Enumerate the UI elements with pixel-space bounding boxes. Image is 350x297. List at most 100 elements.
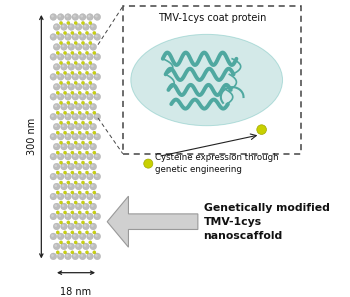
Circle shape xyxy=(68,44,75,50)
Circle shape xyxy=(57,233,64,240)
Circle shape xyxy=(62,184,64,187)
Circle shape xyxy=(94,173,101,180)
Circle shape xyxy=(91,45,94,48)
Circle shape xyxy=(58,135,61,137)
Circle shape xyxy=(79,14,86,20)
Circle shape xyxy=(57,34,64,40)
Circle shape xyxy=(80,194,83,197)
Circle shape xyxy=(89,221,92,224)
Circle shape xyxy=(53,243,60,250)
Circle shape xyxy=(95,35,98,37)
Circle shape xyxy=(61,203,67,210)
Circle shape xyxy=(69,165,72,167)
Circle shape xyxy=(84,165,86,167)
Circle shape xyxy=(58,254,61,257)
Circle shape xyxy=(60,181,63,184)
Circle shape xyxy=(83,243,89,250)
Circle shape xyxy=(93,211,96,214)
Circle shape xyxy=(94,193,101,200)
Ellipse shape xyxy=(131,34,282,126)
Circle shape xyxy=(75,203,82,210)
Circle shape xyxy=(78,71,81,75)
Circle shape xyxy=(73,115,76,117)
Circle shape xyxy=(67,121,70,124)
Circle shape xyxy=(68,163,75,170)
Circle shape xyxy=(71,191,74,194)
Circle shape xyxy=(50,133,57,140)
Circle shape xyxy=(57,73,64,80)
Circle shape xyxy=(78,191,81,194)
Circle shape xyxy=(78,211,81,214)
Circle shape xyxy=(55,165,57,167)
Circle shape xyxy=(89,161,92,164)
Circle shape xyxy=(75,183,82,190)
Circle shape xyxy=(68,64,75,70)
Circle shape xyxy=(57,213,64,220)
Circle shape xyxy=(51,95,54,97)
Circle shape xyxy=(69,144,72,147)
Circle shape xyxy=(86,153,93,160)
Circle shape xyxy=(69,25,72,27)
Circle shape xyxy=(75,243,82,250)
Circle shape xyxy=(91,165,94,167)
Circle shape xyxy=(75,223,82,230)
Circle shape xyxy=(51,135,54,137)
Circle shape xyxy=(53,24,60,30)
Circle shape xyxy=(69,124,72,127)
Circle shape xyxy=(84,204,86,207)
Circle shape xyxy=(66,254,68,257)
Circle shape xyxy=(71,171,74,174)
Circle shape xyxy=(74,221,77,224)
Circle shape xyxy=(51,254,54,257)
Circle shape xyxy=(88,95,90,97)
Circle shape xyxy=(83,24,89,30)
Circle shape xyxy=(84,85,86,87)
Text: 18 nm: 18 nm xyxy=(61,287,92,297)
Circle shape xyxy=(61,103,67,110)
Circle shape xyxy=(63,151,66,154)
Circle shape xyxy=(95,15,98,18)
Circle shape xyxy=(60,221,63,224)
Circle shape xyxy=(93,231,96,234)
Circle shape xyxy=(75,163,82,170)
Circle shape xyxy=(71,231,74,234)
Circle shape xyxy=(50,34,57,40)
Circle shape xyxy=(65,253,71,260)
Circle shape xyxy=(86,253,93,260)
Circle shape xyxy=(82,221,85,224)
Circle shape xyxy=(73,154,76,157)
Circle shape xyxy=(90,24,97,30)
Circle shape xyxy=(79,34,86,40)
Circle shape xyxy=(84,25,86,27)
Circle shape xyxy=(79,133,86,140)
Circle shape xyxy=(60,61,63,64)
Circle shape xyxy=(74,121,77,124)
Circle shape xyxy=(95,95,98,97)
Circle shape xyxy=(60,201,63,204)
Circle shape xyxy=(78,31,81,34)
Circle shape xyxy=(80,115,83,117)
Circle shape xyxy=(66,214,68,217)
Circle shape xyxy=(84,45,86,48)
Circle shape xyxy=(74,161,77,164)
Circle shape xyxy=(67,241,70,244)
Circle shape xyxy=(83,83,89,90)
Circle shape xyxy=(69,184,72,187)
Circle shape xyxy=(89,201,92,204)
Circle shape xyxy=(51,115,54,117)
Circle shape xyxy=(91,85,94,87)
Circle shape xyxy=(79,113,86,120)
Circle shape xyxy=(53,123,60,130)
Circle shape xyxy=(78,231,81,234)
Circle shape xyxy=(67,21,70,25)
Circle shape xyxy=(53,203,60,210)
Circle shape xyxy=(80,135,83,137)
Circle shape xyxy=(66,95,68,97)
Circle shape xyxy=(67,101,70,104)
Circle shape xyxy=(85,151,89,154)
Circle shape xyxy=(76,65,79,67)
Circle shape xyxy=(63,31,66,34)
Text: Cysteine expression through
genetic engineering: Cysteine expression through genetic engi… xyxy=(155,153,279,174)
Circle shape xyxy=(88,254,90,257)
Circle shape xyxy=(63,131,66,134)
